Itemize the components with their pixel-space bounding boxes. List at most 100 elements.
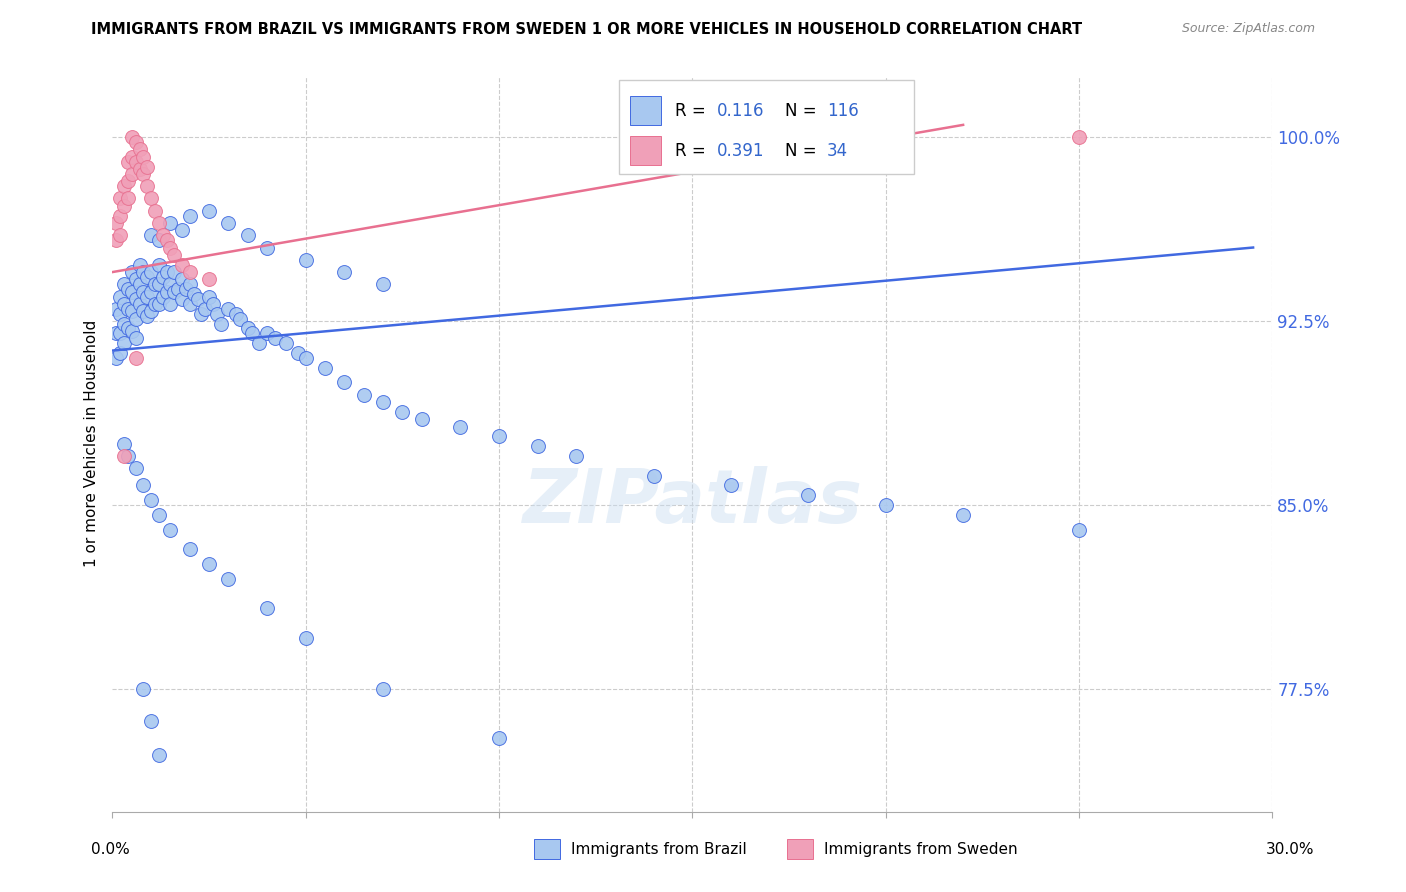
Point xyxy=(167,282,190,296)
Point xyxy=(117,321,139,335)
Point xyxy=(218,301,240,316)
Point xyxy=(218,216,240,230)
Point xyxy=(179,297,201,311)
Point xyxy=(159,216,181,230)
Point xyxy=(132,681,155,696)
Point xyxy=(148,258,170,272)
Point xyxy=(148,748,170,763)
Point xyxy=(1069,130,1091,145)
Point xyxy=(159,240,181,254)
Point xyxy=(112,449,135,463)
Point xyxy=(136,289,159,303)
Point xyxy=(198,289,221,303)
Text: N =: N = xyxy=(785,102,821,120)
Point xyxy=(136,269,159,284)
Point xyxy=(314,360,336,375)
Point xyxy=(256,601,278,615)
Point xyxy=(202,297,225,311)
Point xyxy=(124,135,148,149)
Point xyxy=(112,317,135,331)
Point xyxy=(143,203,166,218)
Point xyxy=(287,346,309,360)
Point xyxy=(952,508,974,522)
Point xyxy=(174,282,197,296)
Point xyxy=(105,301,128,316)
Point xyxy=(136,309,159,323)
Point xyxy=(112,277,135,292)
Point xyxy=(112,199,135,213)
Point xyxy=(229,311,252,326)
Point xyxy=(159,297,181,311)
Point xyxy=(333,376,356,390)
Point xyxy=(198,203,221,218)
Point xyxy=(295,631,318,645)
Point xyxy=(172,258,194,272)
Point xyxy=(179,209,201,223)
Point xyxy=(209,317,232,331)
Point xyxy=(117,301,139,316)
Point xyxy=(128,277,150,292)
Point xyxy=(194,301,217,316)
Point xyxy=(143,297,166,311)
Point xyxy=(875,498,897,512)
Point xyxy=(132,265,155,279)
Point xyxy=(121,130,143,145)
Point xyxy=(163,285,186,299)
Point xyxy=(124,272,148,286)
Point xyxy=(218,572,240,586)
Point xyxy=(112,336,135,351)
Point xyxy=(124,351,148,365)
Point xyxy=(132,478,155,492)
Point xyxy=(172,272,194,286)
Point xyxy=(236,228,259,243)
Point xyxy=(148,297,170,311)
Point xyxy=(152,228,174,243)
Point xyxy=(156,265,179,279)
Point xyxy=(159,523,181,537)
Point xyxy=(132,150,155,164)
Point xyxy=(112,436,135,450)
Point xyxy=(128,142,150,156)
Point xyxy=(128,258,150,272)
Point xyxy=(276,336,298,351)
Point xyxy=(124,461,148,475)
Point xyxy=(797,488,820,502)
Point xyxy=(141,493,163,508)
Point xyxy=(148,233,170,247)
Point xyxy=(488,731,510,745)
Text: R =: R = xyxy=(675,142,711,160)
Point xyxy=(205,307,228,321)
Point xyxy=(256,240,278,254)
Point xyxy=(183,287,205,301)
Point xyxy=(128,297,150,311)
Point xyxy=(172,292,194,306)
Point xyxy=(391,405,413,419)
Text: 0.0%: 0.0% xyxy=(91,842,131,856)
Point xyxy=(249,336,271,351)
Point xyxy=(141,191,163,205)
Point xyxy=(264,331,287,345)
Text: 116: 116 xyxy=(827,102,859,120)
Point xyxy=(121,167,143,181)
Point xyxy=(148,216,170,230)
Point xyxy=(110,326,132,341)
Point xyxy=(720,478,742,492)
Point xyxy=(132,285,155,299)
Point xyxy=(371,395,394,409)
Point xyxy=(148,508,170,522)
Text: Immigrants from Sweden: Immigrants from Sweden xyxy=(824,842,1018,856)
Point xyxy=(156,285,179,299)
Point xyxy=(141,714,163,728)
Point xyxy=(156,233,179,247)
Point xyxy=(136,160,159,174)
Text: Source: ZipAtlas.com: Source: ZipAtlas.com xyxy=(1181,22,1315,36)
Point xyxy=(110,228,132,243)
Point xyxy=(225,307,247,321)
Point xyxy=(110,209,132,223)
Point xyxy=(121,265,143,279)
Point xyxy=(132,304,155,318)
Point xyxy=(110,307,132,321)
Point xyxy=(565,449,588,463)
Point xyxy=(295,351,318,365)
Point xyxy=(488,429,510,443)
